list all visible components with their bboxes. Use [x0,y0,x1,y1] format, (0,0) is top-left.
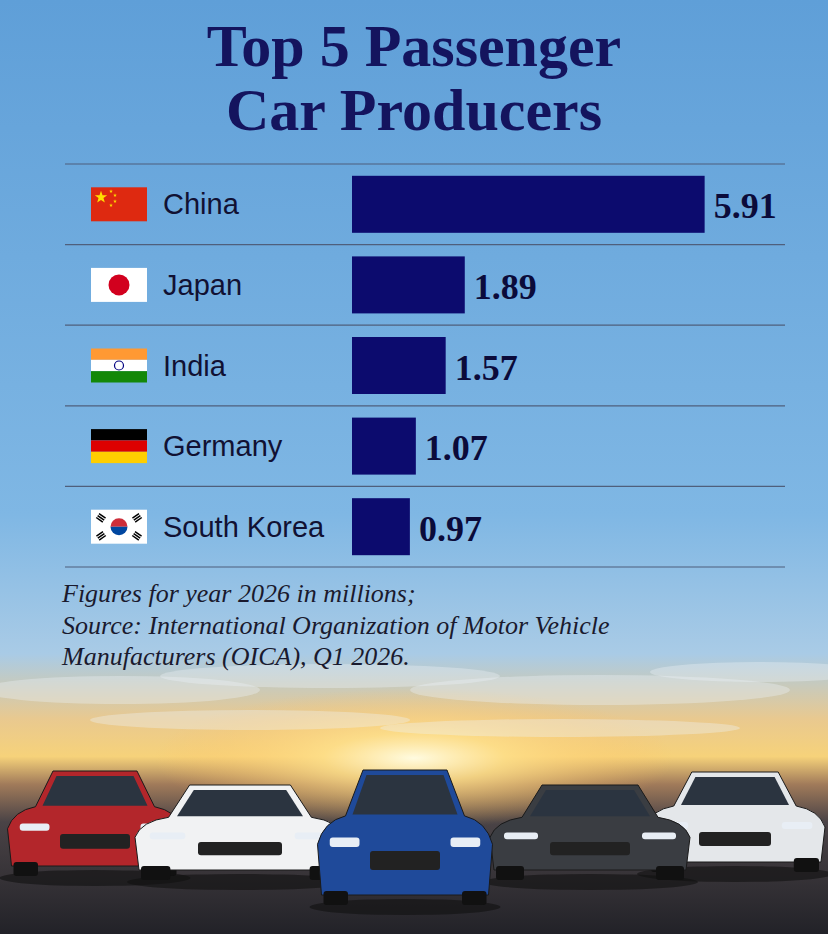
data-label: 5.91 [714,186,777,226]
car-wheel [656,866,684,880]
car-window [681,777,789,805]
flag-stripe [91,440,147,451]
row-separator [65,325,785,326]
plot [352,176,705,555]
cars [0,770,828,915]
flag-bar [132,535,139,541]
car-window [43,776,148,806]
note: Figures for year 2026 in millions; [61,579,416,608]
title-line: Top 5 Passenger [207,13,622,79]
car-light [451,838,481,847]
car-wheel [496,866,524,880]
flag [91,349,147,383]
car-body [318,770,493,895]
car [310,770,501,915]
flag-star [109,189,113,193]
bar [352,498,410,555]
flag-field [91,268,147,302]
car-window [353,775,458,815]
flag-disc [109,274,130,295]
car-light [504,833,538,840]
flag-trigram [132,531,142,541]
background [0,0,828,934]
bar [352,176,705,233]
flag-field [91,187,147,221]
cloud [90,710,410,730]
category-label: Japan [163,269,242,301]
car-light [782,822,813,829]
note: Source: International Organization of Mo… [62,611,610,640]
data-label: 1.89 [474,267,537,307]
car [127,785,353,890]
flag-field [91,510,147,544]
bar [352,256,465,313]
car [482,785,698,890]
data-label: 1.07 [425,428,488,468]
car-wheel [141,866,170,880]
flag-stripe [91,360,147,371]
car-light [642,833,676,840]
car-grille [699,832,771,846]
flag-star [113,193,117,197]
note: Manufacturers (OICA), Q1 2026. [61,642,410,671]
bar [352,418,416,475]
title-line: Car Producers [226,77,602,143]
category-label: China [163,188,240,220]
cloud [650,662,828,682]
flag-bar [135,517,142,523]
category-label: Germany [163,430,283,462]
category-label: South Korea [163,511,325,543]
flag-stripe [91,371,147,382]
row-separator [65,163,785,164]
category-label: India [163,350,227,382]
flag [91,187,147,221]
labels: China 5.91 Japan 1.89 India 1.57 Germany 1.07 So… [91,186,777,548]
row-separator [65,566,785,567]
flag-stripe [91,452,147,463]
car-light [150,833,186,840]
car-window [530,790,650,816]
car-wheel [14,862,39,876]
bars [352,176,705,555]
bar [352,337,446,394]
car-light [330,838,360,847]
flag-stripe [91,429,147,440]
car-grille [550,842,630,855]
flag-star [113,199,117,203]
row-separator [65,405,785,406]
car-body [135,785,345,870]
flag-taegeuk [111,518,128,527]
car-grille [198,842,282,855]
flag-taegeuk [111,527,128,536]
flag-bar [99,535,106,541]
flag-trigram [132,513,142,523]
data-label: 0.97 [419,509,482,549]
flag-stripe [91,349,147,360]
flag [91,510,147,544]
row-separator [65,244,785,245]
title: Top 5 PassengerCar Producers [207,13,622,143]
car-wheel [324,891,349,905]
car-body [490,785,690,870]
chart: Top 5 PassengerCar Producers China 5.91 Jap… [0,0,828,934]
flag-star [109,203,113,207]
car-light [20,824,50,831]
flag [91,429,147,463]
row-separator [65,486,785,487]
flag-trigram [96,531,106,541]
car-window [177,790,303,816]
flag-trigram [96,513,106,523]
flag-bar [96,517,103,523]
flag [91,268,147,302]
flag-chakra [115,361,124,370]
car-wheel [794,858,819,872]
data-label: 1.57 [455,348,518,388]
car-wheel [462,891,487,905]
cloud [380,719,740,737]
car-grille [370,851,440,870]
car-grille [60,834,130,849]
flag-star [95,191,107,203]
sun-glow [154,688,674,828]
